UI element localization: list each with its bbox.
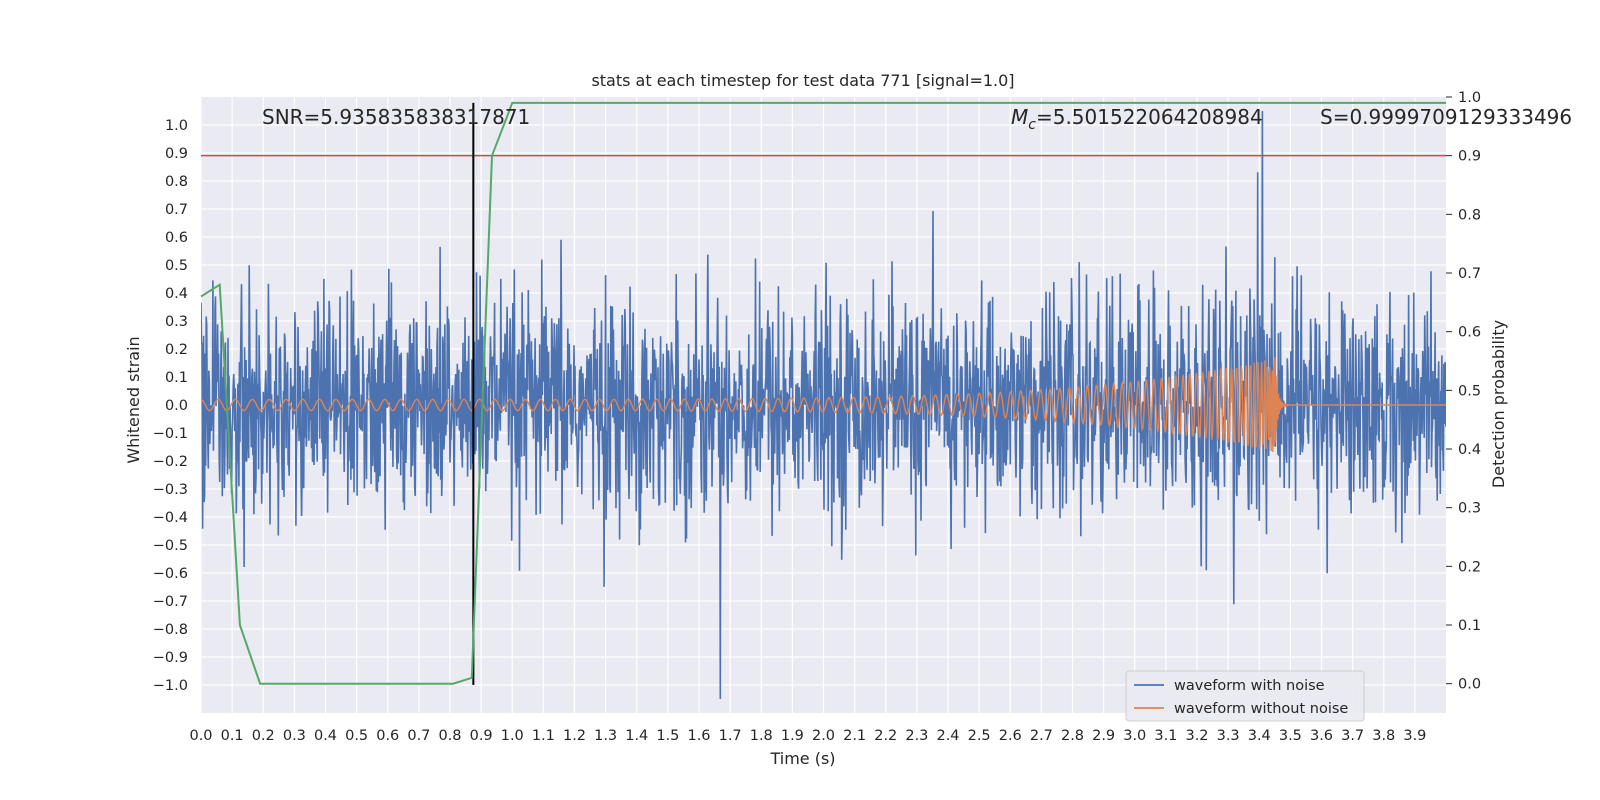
x-tick-label: 2.3 — [905, 728, 928, 744]
right-y-tick-label: 0.3 — [1458, 501, 1481, 517]
y-tick-label: 0.5 — [165, 258, 188, 274]
x-tick-label: 3.6 — [1310, 728, 1333, 744]
x-tick-label: 0.6 — [376, 728, 399, 744]
x-tick-label: 0.4 — [314, 728, 337, 744]
y-tick-label: 1.0 — [165, 118, 188, 134]
y-tick-label: 0.7 — [165, 202, 188, 218]
legend-label-clean: waveform without noise — [1174, 701, 1348, 717]
x-tick-label: 3.0 — [1123, 728, 1146, 744]
legend: waveform with noise waveform without noi… — [1125, 670, 1365, 722]
series-waveform-with-noise — [201, 110, 1446, 700]
series-detection-probability — [200, 101, 1446, 685]
x-tick-label: 3.2 — [1185, 728, 1208, 744]
snr-annotation: SNR=5.935835838317871 — [262, 105, 530, 129]
right-y-axis-label: Detection probability — [1489, 320, 1508, 488]
x-tick-label: 0.3 — [283, 728, 306, 744]
chirp-mass-value: =5.501522064208984 — [1036, 105, 1263, 129]
x-tick-label: 0.9 — [470, 728, 493, 744]
x-tick-label: 1.3 — [594, 728, 617, 744]
chart-title: stats at each timestep for test data 771… — [591, 71, 1014, 90]
right-y-axis-ticks: 0.0 0.1 0.2 0.3 0.4 0.5 0.6 0.7 0.8 0.9 1.0 — [1446, 90, 1481, 693]
legend-box — [1125, 670, 1365, 722]
x-axis-label: Time (s) — [769, 749, 835, 768]
y-tick-label: 0.4 — [165, 286, 188, 302]
y-tick-label: 0.1 — [165, 370, 188, 386]
right-y-tick-label: 1.0 — [1458, 90, 1481, 106]
x-tick-label: 1.1 — [532, 728, 555, 744]
x-tick-label: 1.7 — [719, 728, 742, 744]
y-tick-label: −0.6 — [153, 566, 188, 582]
y-tick-label: 0.2 — [165, 342, 188, 358]
x-tick-label: 2.6 — [999, 728, 1022, 744]
y-tick-label: −0.2 — [153, 454, 188, 470]
x-tick-label: 1.9 — [781, 728, 804, 744]
right-y-tick-label: 0.8 — [1458, 207, 1481, 223]
chirp-mass-symbol: M — [1011, 105, 1028, 129]
y-axis-ticks: −1.0 −0.9 −0.8 −0.7 −0.6 −0.5 −0.4 −0.3 −0.2 −0.1… — [153, 118, 188, 694]
x-tick-label: 2.8 — [1061, 728, 1084, 744]
right-y-tick-label: 0.1 — [1458, 618, 1481, 634]
x-tick-label: 2.0 — [812, 728, 835, 744]
x-tick-label: 0.2 — [252, 728, 275, 744]
x-tick-label: 0.7 — [407, 728, 430, 744]
y-tick-label: 0.8 — [165, 174, 188, 190]
right-y-tick-label: 0.4 — [1458, 442, 1481, 458]
x-tick-label: 3.3 — [1217, 728, 1240, 744]
x-tick-label: 3.5 — [1279, 728, 1302, 744]
y-tick-label: −0.9 — [153, 650, 188, 666]
y-axis-label: Whitened strain — [124, 336, 143, 463]
x-tick-label: 3.7 — [1341, 728, 1364, 744]
y-tick-label: 0.9 — [165, 146, 188, 162]
x-tick-label: 0.5 — [345, 728, 368, 744]
y-tick-label: −0.4 — [153, 510, 188, 526]
x-tick-label: 2.4 — [936, 728, 959, 744]
x-tick-label: 1.2 — [563, 728, 586, 744]
x-tick-label: 0.1 — [221, 728, 244, 744]
right-y-tick-label: 0.0 — [1458, 677, 1481, 693]
x-tick-label: 1.8 — [750, 728, 773, 744]
x-axis-ticks: 0.0 0.1 0.2 0.3 0.4 0.5 0.6 0.7 0.8 0.9 1.0 1.1 1.2 1… — [189, 728, 1426, 744]
y-tick-label: 0.0 — [165, 398, 188, 414]
series-waveform-without-noise — [201, 357, 1446, 453]
y-tick-label: −0.1 — [153, 426, 188, 442]
chirp-mass-annotation: Mc=5.501522064208984 — [1011, 105, 1263, 133]
right-y-tick-label: 0.2 — [1458, 559, 1481, 575]
y-tick-label: −1.0 — [153, 678, 188, 694]
x-tick-label: 3.4 — [1248, 728, 1271, 744]
x-tick-label: 1.4 — [625, 728, 648, 744]
x-tick-label: 2.2 — [874, 728, 897, 744]
x-tick-label: 2.1 — [843, 728, 866, 744]
x-tick-label: 1.6 — [687, 728, 710, 744]
x-tick-label: 1.0 — [501, 728, 524, 744]
y-tick-label: −0.8 — [153, 622, 188, 638]
y-tick-label: −0.7 — [153, 594, 188, 610]
y-tick-label: −0.3 — [153, 482, 188, 498]
right-y-tick-label: 0.7 — [1458, 266, 1481, 282]
score-annotation: S=0.9999709129333496 — [1320, 105, 1572, 129]
x-tick-label: 1.5 — [656, 728, 679, 744]
legend-label-noise: waveform with noise — [1174, 678, 1325, 694]
right-y-tick-label: 0.9 — [1458, 149, 1481, 165]
x-tick-label: 3.8 — [1372, 728, 1395, 744]
x-tick-label: 3.9 — [1403, 728, 1426, 744]
y-tick-label: 0.6 — [165, 230, 188, 246]
x-tick-label: 2.5 — [968, 728, 991, 744]
x-tick-label: 3.1 — [1154, 728, 1177, 744]
x-tick-label: 2.9 — [1092, 728, 1115, 744]
x-tick-label: 0.0 — [189, 728, 212, 744]
y-tick-label: −0.5 — [153, 538, 188, 554]
y-tick-label: 0.3 — [165, 314, 188, 330]
right-y-tick-label: 0.5 — [1458, 383, 1481, 399]
x-tick-label: 2.7 — [1030, 728, 1053, 744]
right-y-tick-label: 0.6 — [1458, 325, 1481, 341]
x-tick-label: 0.8 — [438, 728, 461, 744]
chirp-mass-subscript: c — [1028, 117, 1036, 133]
